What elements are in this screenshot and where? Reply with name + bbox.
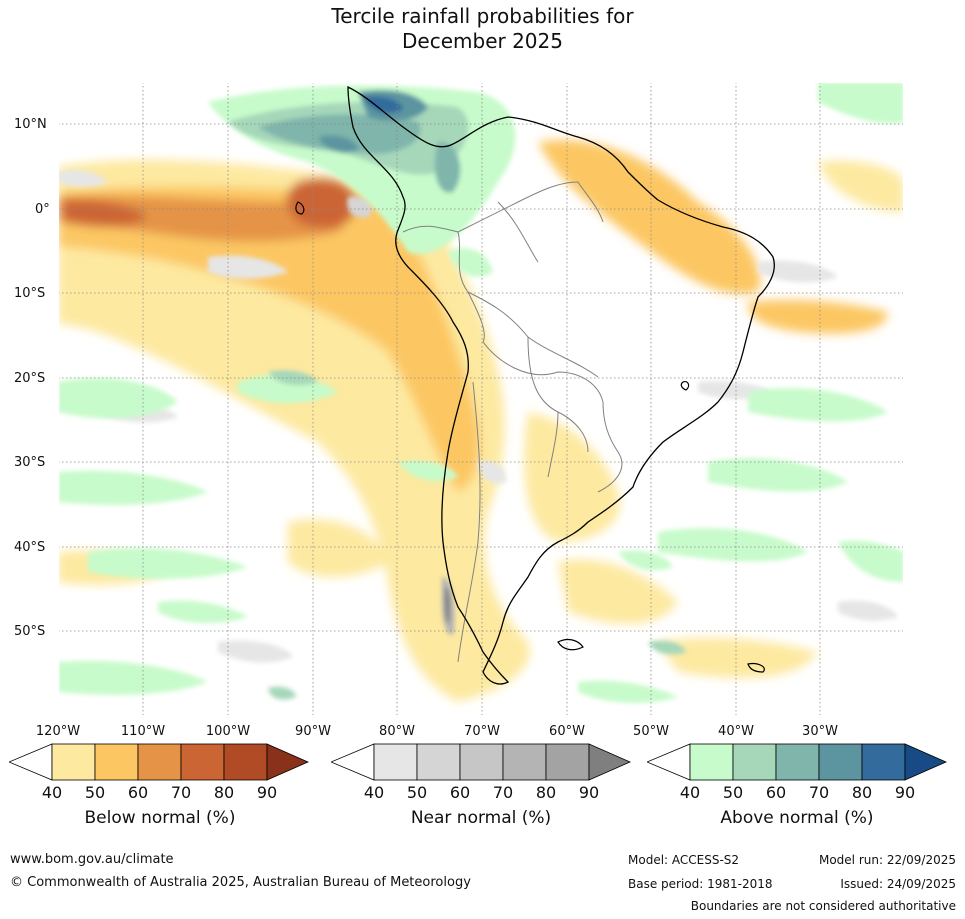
above-normal-region bbox=[58, 82, 904, 704]
lat-label-10s: 10°S bbox=[14, 286, 46, 301]
below-tick-40: 40 bbox=[41, 783, 63, 802]
base-period-text: Base period: 1981-2018 bbox=[628, 877, 773, 891]
lon-label-40w: 40°W bbox=[718, 724, 754, 739]
near-colorbar-bin-40-50 bbox=[373, 743, 418, 781]
below-normal-colorbar bbox=[9, 743, 309, 781]
lon-label-30w: 30°W bbox=[802, 724, 838, 739]
near-colorbar-low-arrow bbox=[331, 743, 375, 781]
lat-label-30s: 30°S bbox=[14, 455, 46, 470]
above-tick-90: 90 bbox=[894, 783, 916, 802]
lon-label-100w: 100°W bbox=[205, 724, 251, 739]
near-normal-label: Near normal (%) bbox=[410, 808, 552, 828]
below-tick-60: 60 bbox=[127, 783, 149, 802]
above-tick-50: 50 bbox=[722, 783, 744, 802]
above-tick-80: 80 bbox=[851, 783, 873, 802]
near-colorbar-bin-80-90 bbox=[545, 743, 590, 781]
lat-label-0: 0° bbox=[35, 202, 50, 217]
above-colorbar-bin-50-60 bbox=[732, 743, 777, 781]
below-colorbar-bin-70-80 bbox=[180, 743, 225, 781]
below-tick-70: 70 bbox=[170, 783, 192, 802]
above-colorbar-bin-40-50 bbox=[689, 743, 734, 781]
above-tick-70: 70 bbox=[808, 783, 830, 802]
lon-label-110w: 110°W bbox=[120, 724, 166, 739]
near-tick-40: 40 bbox=[363, 783, 385, 802]
above-colorbar-bin-60-70 bbox=[775, 743, 820, 781]
lon-label-80w: 80°W bbox=[379, 724, 415, 739]
lon-label-90w: 90°W bbox=[295, 724, 331, 739]
above-colorbar-bin-80-90 bbox=[861, 743, 906, 781]
below-colorbar-high-arrow bbox=[266, 743, 309, 781]
title-line-2: December 2025 bbox=[402, 29, 563, 53]
below-colorbar-bin-40-50 bbox=[51, 743, 96, 781]
near-tick-70: 70 bbox=[492, 783, 514, 802]
below-normal-label: Below normal (%) bbox=[84, 808, 236, 828]
lon-label-70w: 70°W bbox=[464, 724, 500, 739]
below-colorbar-bin-80-90 bbox=[223, 743, 268, 781]
above-colorbar-bin-70-80 bbox=[818, 743, 863, 781]
rainfall-probability-map bbox=[58, 82, 904, 716]
title-line-1: Tercile rainfall probabilities for bbox=[331, 4, 634, 28]
lon-label-50w: 50°W bbox=[633, 724, 669, 739]
map-title: Tercile rainfall probabilities for Decem… bbox=[0, 4, 965, 54]
model-text: Model: ACCESS-S2 bbox=[628, 853, 740, 867]
graticule bbox=[58, 82, 904, 716]
lat-label-40s: 40°S bbox=[14, 540, 46, 555]
above-tick-40: 40 bbox=[679, 783, 701, 802]
near-tick-60: 60 bbox=[449, 783, 471, 802]
disclaimer-text: Boundaries are not considered authoritat… bbox=[690, 899, 956, 913]
country-borders bbox=[402, 181, 623, 663]
lon-label-120w: 120°W bbox=[35, 724, 81, 739]
copyright-text: © Commonwealth of Australia 2025, Austra… bbox=[10, 875, 471, 890]
above-colorbar-low-arrow bbox=[647, 743, 691, 781]
near-colorbar-bin-60-70 bbox=[459, 743, 504, 781]
below-colorbar-bin-60-70 bbox=[137, 743, 182, 781]
below-tick-50: 50 bbox=[84, 783, 106, 802]
near-tick-90: 90 bbox=[578, 783, 600, 802]
above-colorbar-high-arrow bbox=[904, 743, 947, 781]
south-america-coastline bbox=[347, 85, 775, 685]
below-normal-region bbox=[58, 140, 904, 702]
near-colorbar-bin-50-60 bbox=[416, 743, 461, 781]
model-run-text: Model run: 22/09/2025 bbox=[818, 853, 956, 867]
above-normal-colorbar bbox=[647, 743, 947, 781]
below-tick-80: 80 bbox=[213, 783, 235, 802]
lat-label-10n: 10°N bbox=[14, 117, 47, 132]
lon-label-60w: 60°W bbox=[549, 724, 585, 739]
below-tick-90: 90 bbox=[256, 783, 278, 802]
near-colorbar-high-arrow bbox=[588, 743, 631, 781]
below-colorbar-bin-50-60 bbox=[94, 743, 139, 781]
lat-label-50s: 50°S bbox=[14, 624, 46, 639]
near-tick-80: 80 bbox=[535, 783, 557, 802]
near-colorbar-bin-70-80 bbox=[502, 743, 547, 781]
near-normal-region bbox=[58, 170, 898, 663]
above-tick-60: 60 bbox=[765, 783, 787, 802]
issued-text: Issued: 24/09/2025 bbox=[840, 877, 956, 891]
near-normal-colorbar bbox=[331, 743, 631, 781]
islands bbox=[295, 201, 765, 673]
lat-label-20s: 20°S bbox=[14, 371, 46, 386]
near-tick-50: 50 bbox=[406, 783, 428, 802]
above-normal-label: Above normal (%) bbox=[720, 808, 874, 828]
below-colorbar-low-arrow bbox=[9, 743, 53, 781]
website-link[interactable]: www.bom.gov.au/climate bbox=[10, 852, 174, 867]
